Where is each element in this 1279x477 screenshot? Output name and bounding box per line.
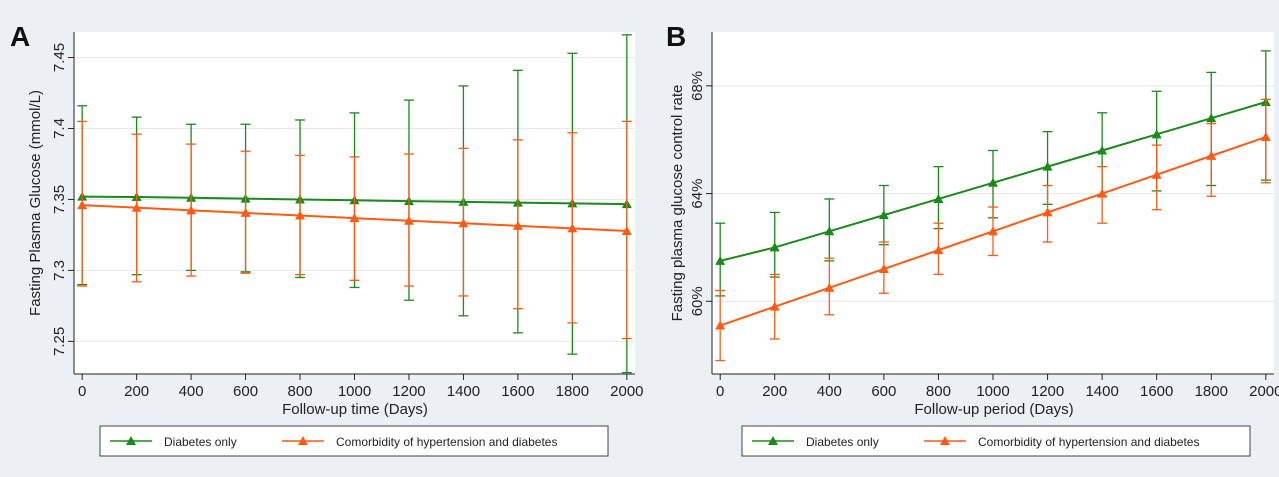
panel-a-x-ticks: 0 200 400 600 800 1000 1200 1400 1600 1800 2000 <box>78 374 644 400</box>
y-tick-label: 7.3 <box>51 260 68 281</box>
data-point <box>933 193 944 203</box>
x-tick-label: 1000 <box>338 383 371 400</box>
x-tick-label: 0 <box>78 383 86 400</box>
panel-a-legend-marker-comorbidity <box>298 436 308 445</box>
x-tick-label: 800 <box>288 383 313 400</box>
y-tick-label: 7.45 <box>51 43 68 72</box>
panel-a-y-axis-label: Fasting Plasma Glucose (mmol/L) <box>27 90 44 316</box>
panel-b-y-axis-label: Fasting plasma glucose control rate <box>669 85 686 322</box>
panel-b-x-axis-label: Follow-up period (Days) <box>914 401 1073 418</box>
data-point <box>1097 188 1108 198</box>
y-tick-label: 7.25 <box>51 327 68 356</box>
x-tick-label: 1000 <box>976 383 1009 400</box>
data-point <box>295 210 306 220</box>
data-point <box>878 263 889 273</box>
data-point <box>403 215 414 225</box>
x-tick-label: 2000 <box>610 383 643 400</box>
data-point <box>77 200 88 210</box>
data-point <box>567 223 578 233</box>
panel-a-label: A <box>10 21 30 52</box>
data-point <box>988 177 998 187</box>
data-point <box>769 301 780 311</box>
data-point <box>512 220 523 230</box>
data-point <box>1151 169 1162 179</box>
x-tick-label: 1400 <box>447 383 480 400</box>
x-tick-label: 2000 <box>1249 383 1279 400</box>
x-tick-label: 1400 <box>1085 383 1118 400</box>
series-comorbidity <box>715 98 1271 362</box>
data-point <box>878 210 889 220</box>
data-point <box>1206 113 1217 123</box>
data-point <box>240 207 251 217</box>
panel-a-y-ticks: 7.25 7.3 7.35 7.4 7.45 <box>51 43 74 356</box>
panel-b-legend-box <box>741 425 1251 457</box>
panel-b-legend: Diabetes only Comorbidity of hypertensio… <box>741 425 1251 457</box>
panel-b-y-ticks: 60% 64% 68% <box>689 71 712 316</box>
x-tick-label: 1600 <box>501 383 534 400</box>
x-tick-label: 1200 <box>392 383 425 400</box>
x-tick-label: 1800 <box>1195 383 1228 400</box>
x-tick-label: 200 <box>762 383 787 400</box>
panel-b: B 60% 64% 68% 0 200 400 600 800 1000 1200 1400 160… <box>666 21 1279 457</box>
y-tick-label: 68% <box>689 71 706 101</box>
x-tick-label: 600 <box>871 383 896 400</box>
panel-b-x-ticks: 0 200 400 600 800 1000 1200 1400 1600 1800 2000 <box>716 374 1279 400</box>
panel-a-legend-label-comorbidity: Comorbidity of hypertension and diabetes <box>336 435 557 449</box>
panel-a: A 7.25 7.3 7.35 7.4 7.45 0 200 400 600 800 1000 12… <box>10 21 644 457</box>
panel-a-legend-marker-diabetes <box>126 436 136 445</box>
x-tick-label: 400 <box>817 383 842 400</box>
x-tick-label: 1800 <box>556 383 589 400</box>
panel-b-label: B <box>666 21 686 52</box>
data-point <box>1260 132 1271 142</box>
data-point <box>988 226 998 236</box>
data-point <box>621 225 632 235</box>
panel-a-x-axis-label: Follow-up time (Days) <box>282 401 428 418</box>
panel-b-legend-marker-comorbidity <box>940 436 950 445</box>
panel-b-legend-label-diabetes: Diabetes only <box>806 435 879 449</box>
data-point <box>824 282 835 292</box>
data-point <box>1097 145 1108 155</box>
x-tick-label: 600 <box>233 383 258 400</box>
panel-a-legend-label-diabetes: Diabetes only <box>164 435 237 449</box>
panel-a-series <box>77 34 632 374</box>
data-point <box>458 218 469 228</box>
data-point <box>824 226 835 236</box>
y-tick-label: 64% <box>689 179 706 209</box>
x-tick-label: 400 <box>179 383 204 400</box>
x-tick-label: 1200 <box>1031 383 1064 400</box>
data-point <box>349 213 360 223</box>
panel-b-legend-label-comorbidity: Comorbidity of hypertension and diabetes <box>978 435 1199 449</box>
data-point <box>1042 207 1053 217</box>
panel-b-legend-marker-diabetes <box>768 436 778 445</box>
data-point <box>715 320 726 330</box>
data-point <box>131 202 142 212</box>
data-point <box>715 255 726 265</box>
y-tick-label: 60% <box>689 286 706 316</box>
data-point <box>1206 150 1217 160</box>
y-tick-label: 7.35 <box>51 185 68 214</box>
data-point <box>1042 161 1053 171</box>
data-point <box>933 245 944 255</box>
panel-a-legend-box <box>99 425 609 457</box>
x-tick-label: 200 <box>124 383 149 400</box>
x-tick-label: 800 <box>926 383 951 400</box>
data-point <box>1151 129 1162 139</box>
series-comorbidity <box>77 120 632 340</box>
data-point <box>769 242 780 252</box>
data-point <box>186 205 197 215</box>
panel-b-series <box>715 50 1271 362</box>
x-tick-label: 1600 <box>1140 383 1173 400</box>
y-tick-label: 7.4 <box>51 118 68 139</box>
panel-a-legend: Diabetes only Comorbidity of hypertensio… <box>99 425 609 457</box>
x-tick-label: 0 <box>716 383 724 400</box>
